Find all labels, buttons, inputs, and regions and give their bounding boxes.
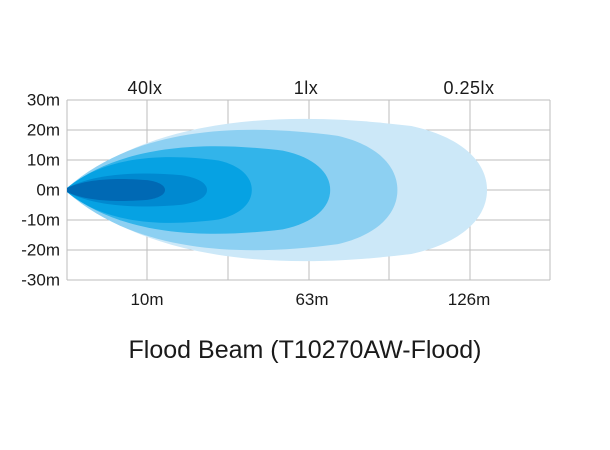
y-tick-label: -30m — [21, 270, 60, 289]
lux-label-40lx: 40lx — [127, 78, 162, 98]
x-tick-label: 63m — [295, 290, 328, 309]
zone-40lx — [67, 179, 165, 201]
y-tick-label: -10m — [21, 210, 60, 229]
lux-label-0.25lx: 0.25lx — [443, 78, 494, 98]
x-tick-label: 126m — [448, 290, 491, 309]
y-tick-label: 30m — [27, 90, 60, 109]
y-tick-label: 10m — [27, 150, 60, 169]
x-tick-label: 10m — [130, 290, 163, 309]
y-tick-label: 20m — [27, 120, 60, 139]
lux-label-1lx: 1lx — [294, 78, 319, 98]
beam-zones — [67, 118, 487, 262]
beam-chart: 40lx 1lx 0.25lx 30m 20m 10m 0m -10m -20m… — [21, 78, 551, 309]
y-tick-label: 0m — [36, 180, 60, 199]
y-tick-label: -20m — [21, 240, 60, 259]
chart-title: Flood Beam (T10270AW-Flood) — [128, 336, 482, 364]
